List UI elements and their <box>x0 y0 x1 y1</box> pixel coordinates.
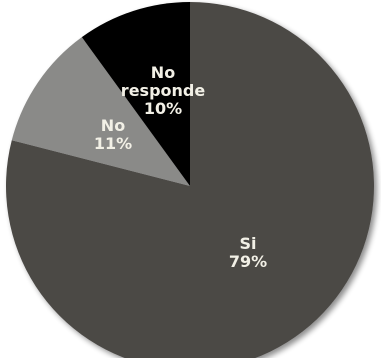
pie-slice-no-responde <box>81 2 190 186</box>
pie-slices <box>6 2 374 358</box>
slice-value-label: 11% <box>94 134 132 153</box>
slice-value-label: 10% <box>144 99 182 118</box>
slice-value-label: 79% <box>229 252 267 271</box>
pie-slice-no <box>11 37 190 187</box>
slice-category-label: Si <box>239 234 256 253</box>
pie-slice-si <box>6 2 374 358</box>
slice-category-label: responde <box>121 81 206 100</box>
slice-category-label: No <box>101 116 125 135</box>
slice-category-label: No <box>151 63 175 82</box>
